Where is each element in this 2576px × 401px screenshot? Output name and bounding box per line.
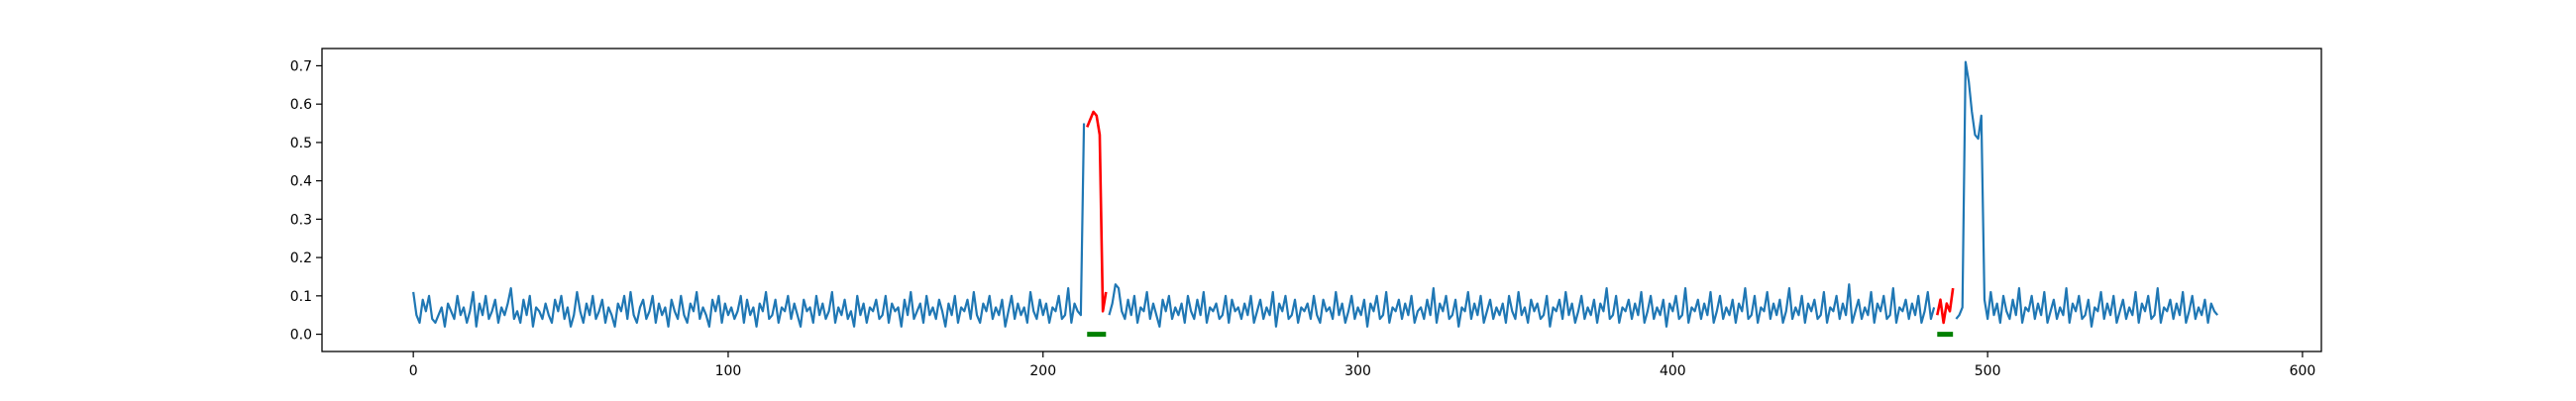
x-tick-label-600: 600 [2290,363,2316,379]
axes: 0 100 200 300 400 500 600 0.0 0.1 0.2 0.3 0.4 0.5 0.6… [290,48,2322,379]
y-tick-label-0.4: 0.4 [290,174,312,190]
x-tick-label-300: 300 [1344,363,1371,379]
x-tick-label-500: 500 [1975,363,2001,379]
x-tick-label-100: 100 [715,363,742,379]
y-tick-label-0.7: 0.7 [290,58,312,74]
y-tick-label-0.2: 0.2 [290,251,312,266]
x-tick-label-0: 0 [409,363,418,379]
y-tick-label-0.3: 0.3 [290,212,312,228]
y-tick-label-0.6: 0.6 [290,97,312,113]
x-tick-label-400: 400 [1660,363,1686,379]
y-tick-label-0.5: 0.5 [290,136,312,151]
y-tick-label-0: 0.0 [290,328,312,344]
anomaly-segment-2 [1936,287,1955,325]
plot-frame [321,48,2322,352]
plot-area [412,60,2218,338]
series-line [412,60,2218,328]
y-tick-label-0.1: 0.1 [290,289,312,305]
x-tick-label-200: 200 [1029,363,1056,379]
anomaly-segment-1 [1086,110,1108,313]
